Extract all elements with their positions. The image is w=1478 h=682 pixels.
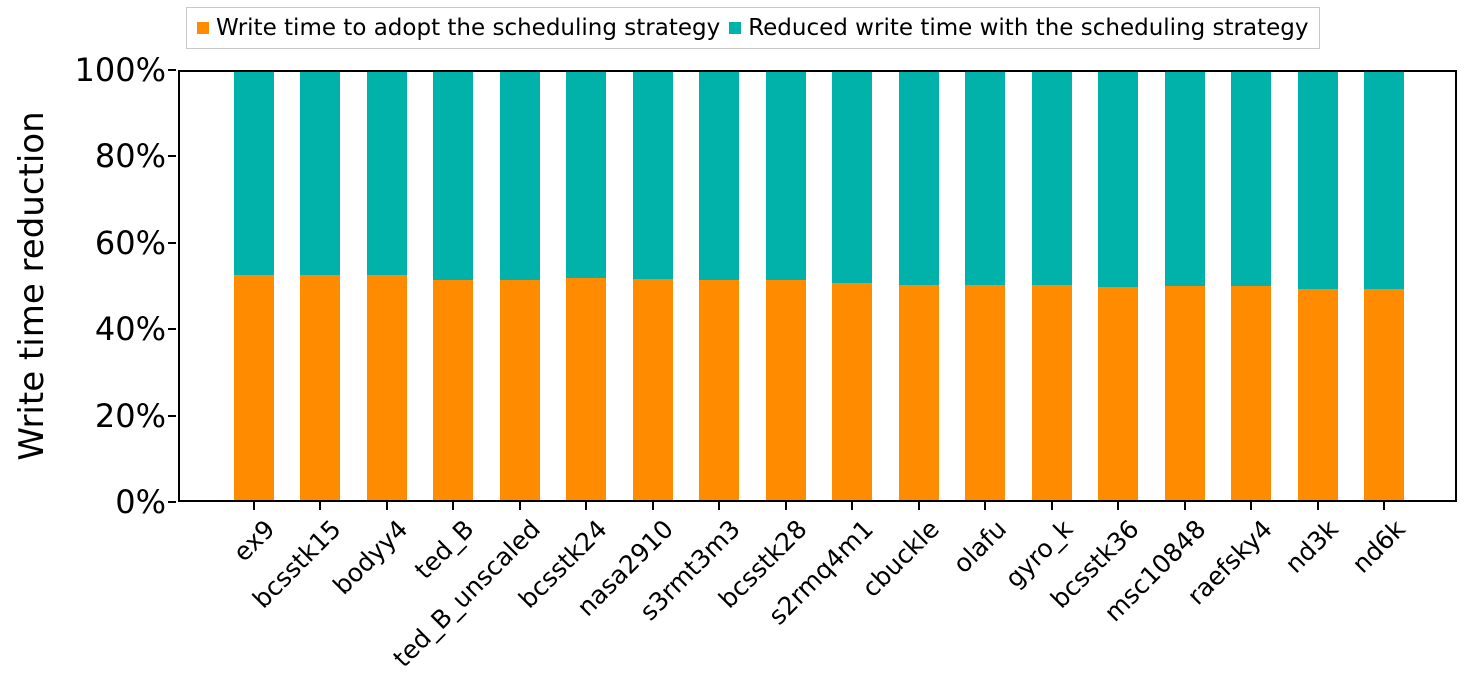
x-tick-label-ex9: ex9 [227,514,281,568]
bar-bcsstk15-write-time [300,275,340,502]
x-tick-label-nd6k: nd6k [1346,514,1411,579]
bar-s2rmq4m1-reduced-time [832,70,872,283]
bar-nd6k-write-time [1364,288,1404,502]
x-tick-mark [452,502,454,510]
bar-bcsstk24-write-time [566,277,606,502]
bar-nd6k-reduced-time [1364,70,1404,289]
y-tick-mark [168,414,176,417]
x-tick-mark [784,502,787,510]
bar-ex9-reduced-time [233,70,274,276]
bar-nasa2910-write-time [632,279,673,502]
legend-swatch-write-time-icon [197,22,209,34]
x-tick-mark [518,502,521,510]
y-tick-label: 40% [94,310,166,349]
bar-msc10848-write-time [1164,286,1205,502]
x-tick-mark [1316,502,1319,510]
bar-bcsstk24-reduced-time [566,70,606,278]
x-tick-mark [851,502,853,510]
x-tick-mark [917,502,920,510]
x-tick-mark [718,502,720,510]
x-tick-mark [385,502,388,510]
legend: Write time to adopt the scheduling strat… [186,7,1320,49]
x-tick-label-nd3k: nd3k [1279,514,1345,579]
bar-ted_B_unscaled-write-time [499,280,540,502]
bar-s3rmt3m3-reduced-time [699,70,739,280]
x-tick-mark [252,502,255,510]
x-tick-mark [1117,502,1119,510]
bar-cbuckle-reduced-time [898,70,939,285]
bar-ex9-write-time [233,275,274,502]
bar-bodyy4-write-time [366,274,407,502]
x-tick-mark [651,502,654,510]
y-tick-mark [168,241,176,244]
bar-ted_B_unscaled-reduced-time [499,70,540,281]
y-tick-label: 20% [94,396,166,435]
y-tick-labels: 0% 20% 40% 60% 80% 100% [0,54,166,518]
y-tick-mark [168,155,176,158]
bar-nd3k-write-time [1297,288,1338,502]
y-tick-mark [168,69,176,71]
bar-nasa2910-reduced-time [632,70,673,280]
bar-s3rmt3m3-write-time [699,279,739,502]
bar-cbuckle-write-time [898,284,939,502]
legend-label-reduced-write-time: Reduced write time with the scheduling s… [748,15,1309,41]
y-tick-label: 60% [94,223,166,262]
x-tick-mark [1183,502,1186,510]
x-tick-mark [1383,502,1385,510]
bar-nd3k-reduced-time [1297,70,1338,289]
bar-olafu-reduced-time [965,70,1005,285]
bar-bcsstk36-reduced-time [1098,70,1138,287]
y-tick-label: 100% [74,51,166,89]
bar-bcsstk36-write-time [1098,286,1138,502]
bar-msc10848-reduced-time [1164,70,1205,286]
bar-ted_B-write-time [433,280,473,502]
x-tick-mark [585,502,587,510]
bar-s2rmq4m1-write-time [832,282,872,502]
bar-bodyy4-reduced-time [366,70,407,275]
y-tick-mark [168,501,176,503]
legend-label-write-time: Write time to adopt the scheduling strat… [216,15,721,41]
x-tick-mark [1250,502,1252,510]
x-tick-mark [319,502,321,510]
bar-gyro_k-reduced-time [1031,70,1072,285]
bar-olafu-write-time [965,284,1005,502]
bar-gyro_k-write-time [1031,284,1072,502]
x-tick-mark [1050,502,1053,510]
bar-bcsstk28-reduced-time [765,70,806,280]
bar-raefsky4-write-time [1231,286,1271,502]
bar-ted_B-reduced-time [433,70,473,281]
x-tick-mark [984,502,986,510]
y-tick-label: 80% [94,137,166,176]
legend-swatch-reduced-write-time-icon [729,22,742,34]
plot-area [168,69,1457,510]
bar-raefsky4-reduced-time [1231,70,1271,286]
y-tick-mark [168,328,176,331]
bar-bcsstk28-write-time [765,279,806,502]
bar-bcsstk15-reduced-time [300,70,340,276]
y-tick-label: 0% [115,483,166,521]
x-tick-label-bodyy4: bodyy4 [327,514,414,601]
